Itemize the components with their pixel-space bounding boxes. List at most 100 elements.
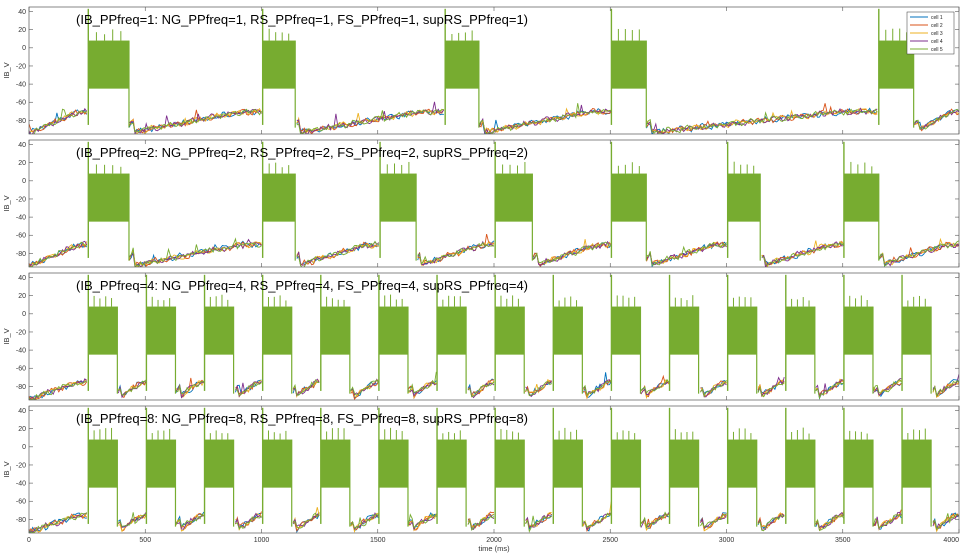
- y-tick-label: 20: [18, 293, 26, 300]
- burst-band: [611, 40, 647, 89]
- y-tick-label: -60: [16, 499, 26, 506]
- burst-band: [785, 306, 815, 355]
- series-line-2: [29, 103, 959, 134]
- y-tick-label: -40: [16, 82, 26, 89]
- y-tick-label: 40: [18, 408, 26, 415]
- x-tick-label: 0: [27, 537, 31, 544]
- y-axis-label: IB_V: [2, 195, 11, 211]
- y-tick-label: 20: [18, 27, 26, 34]
- panel-title: (IB_PPfreq=1: NG_PPfreq=1, RS_PPfreq=1, …: [76, 12, 528, 27]
- panel-title: (IB_PPfreq=2: NG_PPfreq=2, RS_PPfreq=2, …: [76, 145, 528, 160]
- burst-band: [495, 306, 525, 355]
- y-tick-label: 0: [22, 178, 26, 185]
- burst-band: [495, 173, 533, 222]
- burst-band: [378, 439, 408, 488]
- legend-label: cell 5: [931, 47, 943, 53]
- legend-label: cell 4: [931, 39, 943, 45]
- burst-band: [902, 306, 932, 355]
- panel-1: -80 -60 -40 -20 0 20 40 IB_V (IB_PPfreq=1: NG_PP…: [2, 6, 960, 135]
- burst-band: [88, 173, 129, 222]
- burst-band: [262, 439, 292, 488]
- y-tick-label: 40: [18, 9, 26, 16]
- traces: [29, 274, 959, 400]
- burst-band: [902, 439, 932, 488]
- y-tick-label: -20: [16, 329, 26, 336]
- x-tick-label: 3500: [835, 537, 851, 544]
- burst-band: [320, 439, 350, 488]
- legend-label: cell 3: [931, 31, 943, 37]
- axes-box: [28, 6, 960, 135]
- burst-band: [727, 306, 757, 355]
- axes-box: [28, 139, 960, 268]
- y-tick-label: -60: [16, 100, 26, 107]
- burst-band: [262, 306, 292, 355]
- x-tick-label: 2000: [486, 537, 502, 544]
- y-tick-label: 20: [18, 426, 26, 433]
- burst-band: [88, 306, 118, 355]
- burst-band: [669, 306, 699, 355]
- burst-band: [843, 439, 873, 488]
- x-tick-label: 3000: [719, 537, 735, 544]
- y-tick-label: -20: [16, 462, 26, 469]
- y-tick-label: -20: [16, 196, 26, 203]
- traces: [29, 141, 959, 267]
- y-tick-label: -40: [16, 348, 26, 355]
- burst-band: [437, 439, 467, 488]
- y-tick-label: -80: [16, 251, 26, 258]
- burst-band: [611, 439, 641, 488]
- x-tick-label: 4000: [943, 537, 959, 544]
- burst-band: [204, 306, 234, 355]
- y-tick-label: 0: [22, 444, 26, 451]
- y-tick-label: -80: [16, 118, 26, 125]
- burst-band: [378, 306, 408, 355]
- series-line-5: [29, 237, 959, 267]
- burst-band: [785, 439, 815, 488]
- burst-band: [727, 439, 757, 488]
- panel-title: (IB_PPfreq=4: NG_PPfreq=4, RS_PPfreq=4, …: [76, 278, 528, 293]
- burst-band: [669, 439, 699, 488]
- y-tick-label: -20: [16, 63, 26, 70]
- y-tick-label: -60: [16, 366, 26, 373]
- burst-band: [727, 173, 761, 222]
- y-axis-label: IB_V: [2, 461, 11, 477]
- traces: [29, 407, 959, 533]
- series-line-5: [29, 511, 959, 533]
- burst-band: [262, 173, 296, 222]
- x-axis-label: time (ms): [478, 544, 510, 553]
- y-tick-label: 0: [22, 311, 26, 318]
- burst-band: [553, 306, 583, 355]
- legend: cell 1 cell 2 cell 3 cell 4 cell 5: [906, 11, 955, 55]
- y-axis-label: IB_V: [2, 328, 11, 344]
- burst-band: [437, 306, 467, 355]
- burst-band: [843, 306, 873, 355]
- x-tick-label: 500: [139, 537, 151, 544]
- x-tick-label: 1500: [370, 537, 386, 544]
- y-tick-label: -60: [16, 233, 26, 240]
- x-tick-label: 2500: [602, 537, 618, 544]
- traces: [29, 8, 959, 134]
- panel-title: (IB_PPfreq=8: NG_PPfreq=8, RS_PPfreq=8, …: [76, 411, 528, 426]
- burst-band: [611, 306, 641, 355]
- y-tick-label: 40: [18, 275, 26, 282]
- series-line-5: [29, 371, 959, 400]
- legend-label: cell 1: [931, 15, 943, 21]
- series-line-5: [33, 103, 959, 134]
- burst-band: [262, 40, 296, 89]
- burst-band: [204, 439, 234, 488]
- panel-4: -80 -60 -40 -20 0 20 40 IB_V (IB_PPfreq=8: NG_PP…: [2, 405, 960, 553]
- burst-band: [320, 306, 350, 355]
- y-tick-label: -40: [16, 215, 26, 222]
- axes-box: [28, 272, 960, 401]
- burst-band: [380, 173, 417, 222]
- burst-band: [88, 439, 118, 488]
- y-axis-label: IB_V: [2, 62, 11, 78]
- burst-band: [495, 439, 525, 488]
- burst-band: [611, 173, 647, 222]
- burst-band: [88, 40, 129, 89]
- panel-3: -80 -60 -40 -20 0 20 40 IB_V (IB_PPfreq=4: NG_PP…: [2, 272, 960, 401]
- x-tick-label: 1000: [254, 537, 270, 544]
- y-tick-label: 0: [22, 45, 26, 52]
- y-tick-label: 20: [18, 160, 26, 167]
- burst-band: [146, 439, 176, 488]
